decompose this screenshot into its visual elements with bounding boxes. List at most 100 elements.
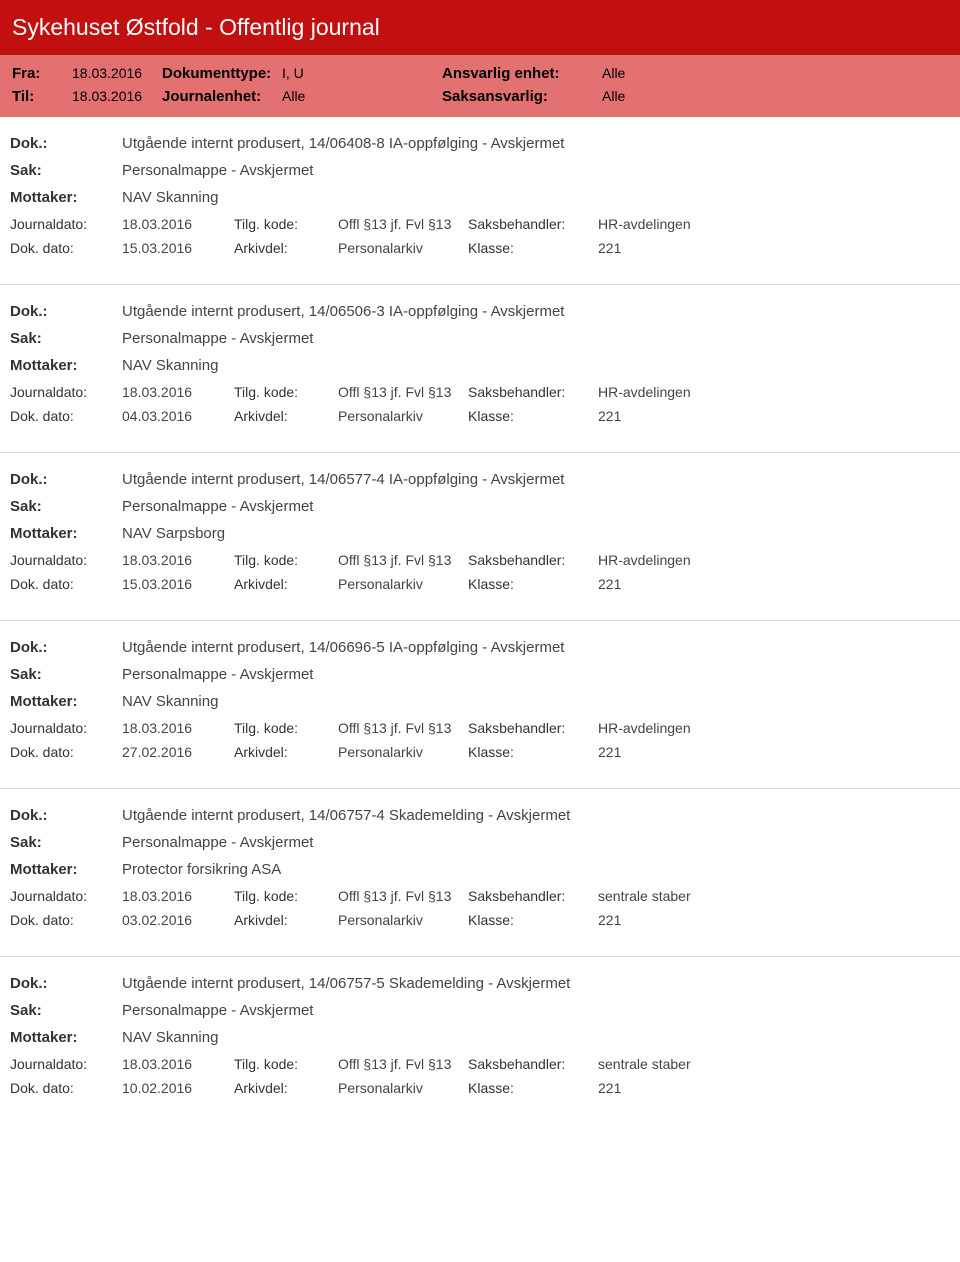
filter-row-1: Fra: 18.03.2016 Dokumenttype: I, U Ansva… (12, 65, 948, 82)
dokdato-label: Dok. dato: (10, 240, 122, 256)
saksbehandler-value: sentrale staber (598, 1056, 691, 1072)
journaldato-label: Journaldato: (10, 1056, 122, 1072)
arkivdel-value: Personalarkiv (338, 240, 468, 256)
dok-label: Dok.: (10, 639, 122, 656)
mottaker-label: Mottaker: (10, 1029, 122, 1046)
sak-label: Sak: (10, 162, 122, 179)
klasse-label: Klasse: (468, 408, 598, 424)
tilgkode-label: Tilg. kode: (234, 552, 338, 568)
meta-row-2: Dok. dato: 15.03.2016 Arkivdel: Personal… (10, 240, 950, 256)
ansvarlig-label: Ansvarlig enhet: (442, 65, 602, 82)
arkivdel-value: Personalarkiv (338, 912, 468, 928)
meta-row-2: Dok. dato: 04.03.2016 Arkivdel: Personal… (10, 408, 950, 424)
journaldato-label: Journaldato: (10, 720, 122, 736)
meta-row-1: Journaldato: 18.03.2016 Tilg. kode: Offl… (10, 552, 950, 568)
arkivdel-label: Arkivdel: (234, 576, 338, 592)
mottaker-value: Protector forsikring ASA (122, 861, 281, 878)
saksbehandler-label: Saksbehandler: (468, 1056, 598, 1072)
dok-value: Utgående internt produsert, 14/06408-8 I… (122, 135, 564, 152)
meta-row-1: Journaldato: 18.03.2016 Tilg. kode: Offl… (10, 720, 950, 736)
arkivdel-label: Arkivdel: (234, 1080, 338, 1096)
dok-line: Dok.: Utgående internt produsert, 14/065… (10, 471, 950, 488)
entries-list: Dok.: Utgående internt produsert, 14/064… (0, 117, 960, 1124)
saksansvarlig-label: Saksansvarlig: (442, 88, 602, 105)
mottaker-line: Mottaker: NAV Skanning (10, 189, 950, 206)
mottaker-line: Mottaker: NAV Skanning (10, 693, 950, 710)
dok-value: Utgående internt produsert, 14/06757-5 S… (122, 975, 570, 992)
mottaker-value: NAV Sarpsborg (122, 525, 225, 542)
dok-value: Utgående internt produsert, 14/06506-3 I… (122, 303, 564, 320)
dok-line: Dok.: Utgående internt produsert, 14/067… (10, 975, 950, 992)
journal-entry: Dok.: Utgående internt produsert, 14/065… (0, 453, 960, 621)
sak-value: Personalmappe - Avskjermet (122, 1002, 313, 1019)
saksansvarlig-value: Alle (602, 88, 625, 104)
dok-line: Dok.: Utgående internt produsert, 14/064… (10, 135, 950, 152)
tilgkode-value: Offl §13 jf. Fvl §13 (338, 384, 468, 400)
dok-line: Dok.: Utgående internt produsert, 14/067… (10, 807, 950, 824)
mottaker-value: NAV Skanning (122, 693, 218, 710)
klasse-label: Klasse: (468, 576, 598, 592)
arkivdel-value: Personalarkiv (338, 1080, 468, 1096)
journaldato-label: Journaldato: (10, 888, 122, 904)
mottaker-value: NAV Skanning (122, 357, 218, 374)
journal-entry: Dok.: Utgående internt produsert, 14/067… (0, 957, 960, 1124)
mottaker-line: Mottaker: NAV Sarpsborg (10, 525, 950, 542)
dok-label: Dok.: (10, 135, 122, 152)
journalenhet-label: Journalenhet: (162, 88, 282, 105)
page-title: Sykehuset Østfold - Offentlig journal (0, 0, 960, 55)
arkivdel-label: Arkivdel: (234, 744, 338, 760)
mottaker-label: Mottaker: (10, 693, 122, 710)
saksbehandler-value: HR-avdelingen (598, 216, 691, 232)
journal-entry: Dok.: Utgående internt produsert, 14/065… (0, 285, 960, 453)
klasse-value: 221 (598, 576, 621, 592)
mottaker-value: NAV Skanning (122, 1029, 218, 1046)
sak-value: Personalmappe - Avskjermet (122, 498, 313, 515)
saksbehandler-label: Saksbehandler: (468, 720, 598, 736)
klasse-label: Klasse: (468, 1080, 598, 1096)
journaldato-label: Journaldato: (10, 216, 122, 232)
dokdato-label: Dok. dato: (10, 408, 122, 424)
klasse-value: 221 (598, 240, 621, 256)
meta-row-2: Dok. dato: 15.03.2016 Arkivdel: Personal… (10, 576, 950, 592)
tilgkode-label: Tilg. kode: (234, 216, 338, 232)
sak-label: Sak: (10, 666, 122, 683)
meta-row-1: Journaldato: 18.03.2016 Tilg. kode: Offl… (10, 384, 950, 400)
fra-label: Fra: (12, 65, 72, 82)
mottaker-line: Mottaker: NAV Skanning (10, 357, 950, 374)
tilgkode-label: Tilg. kode: (234, 888, 338, 904)
dokdato-value: 03.02.2016 (122, 912, 234, 928)
dok-value: Utgående internt produsert, 14/06696-5 I… (122, 639, 564, 656)
mottaker-line: Mottaker: NAV Skanning (10, 1029, 950, 1046)
sak-line: Sak: Personalmappe - Avskjermet (10, 666, 950, 683)
tilgkode-value: Offl §13 jf. Fvl §13 (338, 1056, 468, 1072)
dok-value: Utgående internt produsert, 14/06577-4 I… (122, 471, 564, 488)
journaldato-label: Journaldato: (10, 384, 122, 400)
doktype-value: I, U (282, 65, 442, 81)
klasse-label: Klasse: (468, 240, 598, 256)
dok-label: Dok.: (10, 807, 122, 824)
arkivdel-label: Arkivdel: (234, 240, 338, 256)
dokdato-value: 15.03.2016 (122, 240, 234, 256)
tilgkode-value: Offl §13 jf. Fvl §13 (338, 888, 468, 904)
saksbehandler-value: HR-avdelingen (598, 384, 691, 400)
til-value: 18.03.2016 (72, 88, 162, 104)
arkivdel-value: Personalarkiv (338, 576, 468, 592)
mottaker-label: Mottaker: (10, 861, 122, 878)
klasse-value: 221 (598, 1080, 621, 1096)
journaldato-value: 18.03.2016 (122, 552, 234, 568)
dokdato-label: Dok. dato: (10, 744, 122, 760)
dokdato-value: 04.03.2016 (122, 408, 234, 424)
dokdato-label: Dok. dato: (10, 576, 122, 592)
dok-line: Dok.: Utgående internt produsert, 14/065… (10, 303, 950, 320)
tilgkode-value: Offl §13 jf. Fvl §13 (338, 720, 468, 736)
mottaker-label: Mottaker: (10, 525, 122, 542)
arkivdel-label: Arkivdel: (234, 912, 338, 928)
sak-value: Personalmappe - Avskjermet (122, 834, 313, 851)
journaldato-label: Journaldato: (10, 552, 122, 568)
saksbehandler-label: Saksbehandler: (468, 552, 598, 568)
meta-row-2: Dok. dato: 27.02.2016 Arkivdel: Personal… (10, 744, 950, 760)
sak-label: Sak: (10, 498, 122, 515)
sak-label: Sak: (10, 1002, 122, 1019)
klasse-value: 221 (598, 408, 621, 424)
mottaker-value: NAV Skanning (122, 189, 218, 206)
